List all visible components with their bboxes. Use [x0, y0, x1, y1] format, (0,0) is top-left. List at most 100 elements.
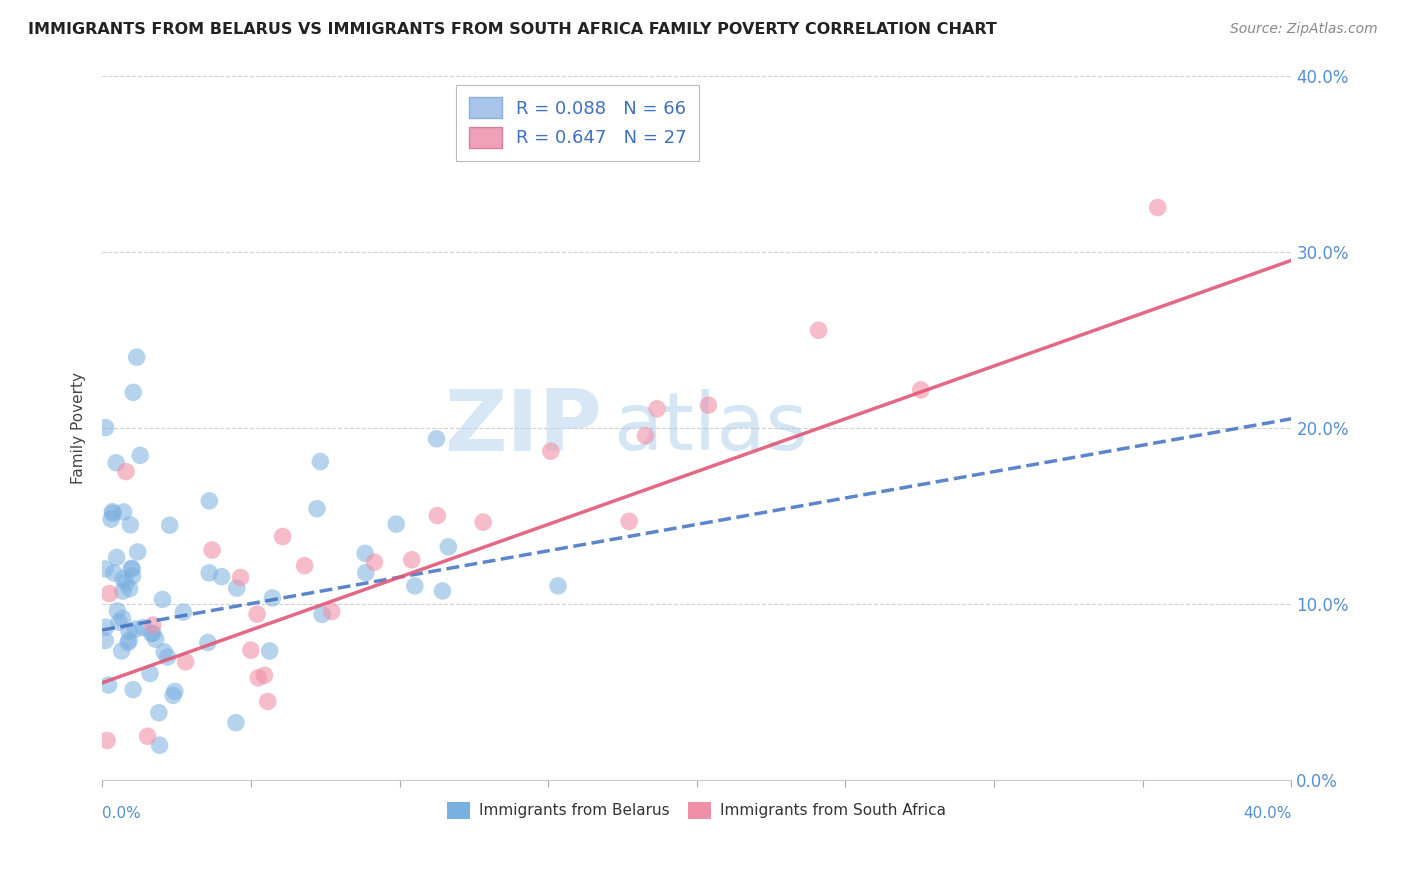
- Point: [125, 350, 148, 364]
- Point: [540, 444, 562, 458]
- Point: [645, 401, 668, 416]
- Point: [617, 514, 640, 528]
- Point: [115, 575, 138, 590]
- Point: [132, 620, 155, 634]
- Point: [121, 569, 143, 583]
- Point: [385, 517, 408, 532]
- Point: [425, 432, 447, 446]
- Point: [198, 494, 221, 508]
- Point: [115, 465, 138, 479]
- Point: [129, 448, 152, 462]
- Point: [311, 607, 333, 622]
- Point: [156, 650, 179, 665]
- Point: [111, 611, 134, 625]
- Point: [100, 512, 122, 526]
- Point: [111, 572, 134, 586]
- Point: [201, 543, 224, 558]
- Point: [139, 666, 162, 681]
- Point: [118, 624, 141, 639]
- Point: [294, 558, 316, 573]
- Point: [262, 591, 284, 605]
- Point: [120, 561, 142, 575]
- Point: [148, 706, 170, 720]
- Point: [159, 518, 181, 533]
- Point: [432, 584, 454, 599]
- Text: atlas: atlas: [613, 389, 808, 467]
- Point: [94, 420, 117, 434]
- Point: [354, 546, 377, 560]
- Point: [1146, 201, 1168, 215]
- Point: [101, 507, 124, 521]
- Point: [94, 633, 117, 648]
- Point: [697, 398, 720, 412]
- Point: [321, 605, 343, 619]
- Point: [229, 570, 252, 584]
- Point: [271, 529, 294, 543]
- Point: [426, 508, 449, 523]
- Point: [437, 540, 460, 554]
- Point: [363, 555, 385, 569]
- Point: [103, 566, 125, 580]
- Point: [136, 729, 159, 743]
- Point: [108, 615, 131, 629]
- Point: [141, 626, 163, 640]
- Point: [163, 684, 186, 698]
- Point: [105, 604, 128, 618]
- Point: [142, 626, 165, 640]
- Point: [111, 644, 134, 658]
- Text: 0.0%: 0.0%: [103, 806, 141, 822]
- Text: Source: ZipAtlas.com: Source: ZipAtlas.com: [1230, 22, 1378, 37]
- Point: [247, 671, 270, 685]
- Point: [142, 618, 165, 632]
- Point: [225, 715, 247, 730]
- Point: [118, 633, 141, 648]
- Point: [94, 620, 117, 634]
- Point: [152, 592, 174, 607]
- Point: [120, 517, 142, 532]
- Legend: Immigrants from Belarus, Immigrants from South Africa: Immigrants from Belarus, Immigrants from…: [441, 796, 952, 825]
- Y-axis label: Family Poverty: Family Poverty: [72, 372, 86, 483]
- Point: [472, 515, 495, 529]
- Point: [256, 694, 278, 708]
- Text: 40.0%: 40.0%: [1243, 806, 1292, 822]
- Point: [225, 581, 247, 595]
- Point: [122, 385, 145, 400]
- Point: [198, 566, 221, 580]
- Point: [101, 505, 124, 519]
- Point: [105, 550, 128, 565]
- Point: [98, 586, 121, 600]
- Point: [253, 668, 276, 682]
- Point: [354, 566, 377, 580]
- Point: [401, 553, 423, 567]
- Point: [807, 323, 830, 337]
- Point: [634, 428, 657, 442]
- Point: [118, 582, 141, 596]
- Point: [174, 655, 197, 669]
- Point: [94, 562, 117, 576]
- Point: [111, 584, 134, 599]
- Point: [127, 545, 149, 559]
- Point: [172, 605, 194, 619]
- Point: [112, 505, 135, 519]
- Point: [910, 383, 932, 397]
- Text: IMMIGRANTS FROM BELARUS VS IMMIGRANTS FROM SOUTH AFRICA FAMILY POVERTY CORRELATI: IMMIGRANTS FROM BELARUS VS IMMIGRANTS FR…: [28, 22, 997, 37]
- Point: [97, 678, 120, 692]
- Point: [148, 738, 170, 752]
- Point: [162, 689, 184, 703]
- Point: [145, 632, 167, 647]
- Point: [117, 635, 139, 649]
- Point: [259, 644, 281, 658]
- Point: [122, 682, 145, 697]
- Text: ZIP: ZIP: [444, 386, 602, 469]
- Point: [211, 569, 233, 583]
- Point: [404, 579, 426, 593]
- Point: [239, 643, 262, 657]
- Point: [547, 579, 569, 593]
- Point: [124, 622, 146, 636]
- Point: [153, 645, 176, 659]
- Point: [105, 456, 128, 470]
- Point: [197, 635, 219, 649]
- Point: [309, 454, 332, 468]
- Point: [121, 562, 143, 576]
- Point: [96, 733, 118, 747]
